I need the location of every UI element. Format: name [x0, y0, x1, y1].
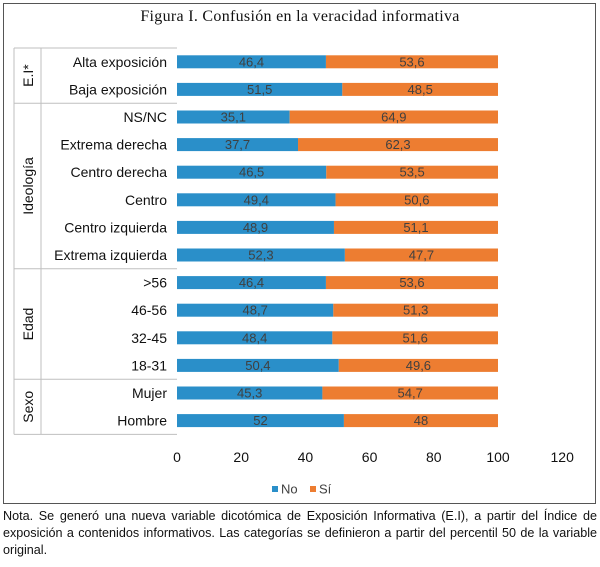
data-label: 46,5	[239, 165, 264, 180]
bar-no	[177, 82, 343, 96]
legend-label: Sí	[319, 482, 332, 497]
data-label: 48,4	[242, 330, 267, 345]
legend-swatch-no	[272, 486, 278, 492]
data-label: 48,5	[408, 82, 433, 97]
data-label: 46,4	[239, 54, 264, 69]
bar-no	[177, 138, 299, 152]
bar-no	[177, 165, 327, 179]
data-label: 50,6	[404, 192, 429, 207]
data-label: 46,4	[239, 275, 264, 290]
bar-si	[342, 82, 498, 96]
bar-si	[335, 193, 498, 207]
category-label: Baja exposición	[69, 81, 167, 97]
category-label: Centro	[125, 192, 167, 208]
data-label: 37,7	[225, 137, 250, 152]
bar-si	[338, 358, 498, 372]
group-label: Sexo	[20, 391, 36, 423]
group-label: Ideología	[20, 157, 36, 215]
category-label: >56	[143, 275, 167, 291]
group-label: Edad	[20, 308, 36, 341]
bar-si	[298, 138, 498, 152]
data-label: 48,7	[243, 303, 268, 318]
legend-label: No	[281, 482, 298, 497]
bar-no	[177, 220, 334, 234]
bars	[177, 55, 498, 428]
x-tick-label: 20	[233, 449, 249, 465]
x-axis: 0 20 40 60 80 100 120	[173, 449, 574, 465]
data-label: 54,7	[398, 386, 423, 401]
x-tick-label: 40	[298, 449, 314, 465]
category-label: Hombre	[117, 413, 167, 429]
data-label: 51,6	[403, 330, 428, 345]
category-label: 32-45	[131, 330, 167, 346]
category-label: Centro izquierda	[64, 219, 167, 235]
x-tick-label: 120	[551, 449, 575, 465]
category-label: NS/NC	[123, 109, 167, 125]
bar-no	[177, 331, 333, 345]
bar-no	[177, 248, 345, 262]
bar-no	[177, 193, 336, 207]
data-label: 53,6	[399, 275, 424, 290]
data-label: 52	[253, 413, 267, 428]
bar-si	[344, 248, 498, 262]
x-tick-label: 80	[426, 449, 442, 465]
figure-frame	[3, 3, 596, 504]
data-label: 53,6	[399, 54, 424, 69]
stacked-bar-chart: E.I* Ideología Edad Sexo Alta exposición Baj…	[13, 47, 574, 497]
bar-si	[343, 414, 498, 428]
x-tick-label: 100	[486, 449, 510, 465]
bar-si	[325, 276, 498, 290]
bar-no	[177, 303, 334, 317]
data-label: 48,9	[243, 220, 268, 235]
group-label: E.I*	[20, 64, 36, 87]
data-label: 51,1	[403, 220, 428, 235]
bar-si	[322, 386, 498, 400]
bar-no	[177, 386, 323, 400]
category-label: Centro derecha	[70, 164, 167, 180]
legend: No Sí	[272, 482, 332, 497]
category-labels: Alta exposición Baja exposición NS/NC Extre…	[54, 54, 167, 429]
bar-no	[177, 414, 344, 428]
category-groups: E.I* Ideología Edad Sexo	[13, 47, 177, 435]
x-tick-label: 0	[173, 449, 181, 465]
data-label: 47,7	[409, 248, 434, 263]
bar-no	[177, 358, 339, 372]
category-label: Alta exposición	[73, 54, 167, 70]
data-label: 53,5	[399, 165, 424, 180]
value-labels: 46,4 53,6 51,5 48,5 35,1 64,9 37,7 62,3 46,5 53,5…	[221, 54, 434, 428]
data-label: 35,1	[221, 110, 246, 125]
bar-no	[177, 55, 326, 69]
bar-si	[289, 110, 498, 124]
bar-si	[325, 55, 498, 69]
category-label: 18-31	[131, 357, 167, 373]
category-label: 46-56	[131, 302, 167, 318]
bar-si	[326, 165, 498, 179]
data-label: 45,3	[237, 386, 262, 401]
data-label: 64,9	[381, 110, 406, 125]
data-label: 50,4	[245, 358, 270, 373]
bar-si	[332, 331, 498, 345]
data-label: 51,5	[247, 82, 272, 97]
category-label: Extrema izquierda	[54, 247, 167, 263]
footnote: Nota. Se generó una nueva variable dicot…	[3, 509, 597, 557]
data-label: 48	[414, 413, 428, 428]
legend-swatch-si	[310, 486, 316, 492]
data-label: 62,3	[385, 137, 410, 152]
data-label: 49,6	[406, 358, 431, 373]
data-label: 51,3	[403, 303, 428, 318]
category-label: Mujer	[132, 385, 167, 401]
bar-si	[333, 220, 498, 234]
data-label: 52,3	[248, 248, 273, 263]
data-label: 49,4	[244, 192, 269, 207]
chart-title: Figura I. Confusión en la veracidad info…	[140, 8, 460, 25]
bar-si	[333, 303, 498, 317]
bar-no	[177, 276, 326, 290]
bar-no	[177, 110, 290, 124]
x-tick-label: 60	[362, 449, 378, 465]
category-label: Extrema derecha	[60, 137, 167, 153]
